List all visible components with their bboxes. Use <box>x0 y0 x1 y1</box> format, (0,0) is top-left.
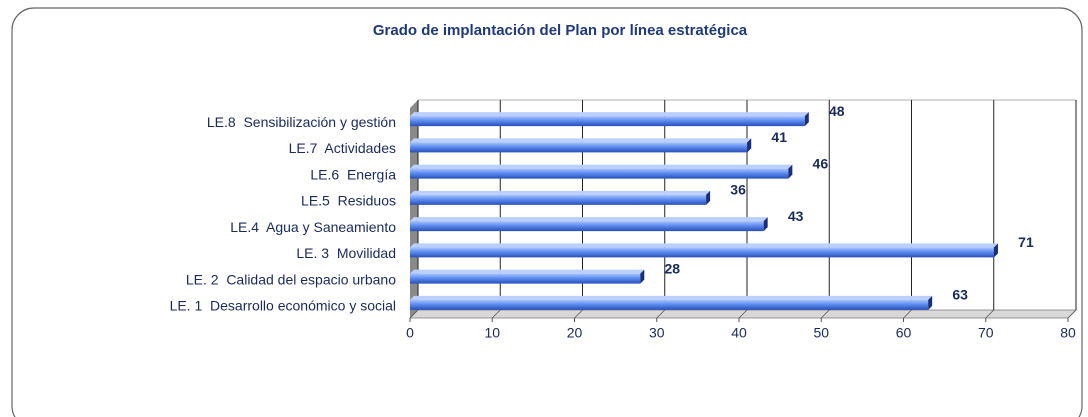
bar-end <box>928 295 933 310</box>
bar <box>410 168 789 179</box>
x-tick-label: 20 <box>567 325 583 341</box>
frame <box>11 7 1083 417</box>
x-tick-label: 10 <box>484 325 500 341</box>
x-tick-label: 0 <box>406 325 414 341</box>
bar-top <box>410 190 711 195</box>
floor-line <box>820 309 830 319</box>
y-tick-label: LE.7 Actividades <box>289 140 396 156</box>
value-label: 71 <box>1018 234 1034 250</box>
y-tick-label: LE.5 Residuos <box>301 193 396 209</box>
bar <box>410 142 748 153</box>
bar-end <box>788 164 793 179</box>
bar-top <box>410 217 768 222</box>
y-tick-label: LE. 1 Desarrollo económico y social <box>170 298 396 314</box>
bar <box>410 194 707 205</box>
x-tick-label: 60 <box>896 325 912 341</box>
bar-top <box>410 243 998 248</box>
bar-end <box>993 243 998 258</box>
bar-end <box>763 217 768 232</box>
floor-line <box>985 309 995 319</box>
bar-top <box>410 138 752 143</box>
value-label: 41 <box>771 129 787 145</box>
chart-title: Grado de implantación del Plan por línea… <box>373 22 748 39</box>
x-tick-label: 50 <box>813 325 829 341</box>
value-label: 48 <box>829 103 845 119</box>
y-tick-label: LE.8 Sensibilización y gestión <box>207 114 396 130</box>
y-tick-label: LE.6 Energía <box>310 166 396 182</box>
y-tick-label: LE.4 Agua y Saneamiento <box>230 219 396 235</box>
value-label: 46 <box>813 155 829 171</box>
x-tick-label: 70 <box>978 325 994 341</box>
bar <box>410 116 805 127</box>
bar <box>410 247 994 258</box>
y-tick-label: LE. 2 Calidad del espacio urbano <box>186 271 396 287</box>
value-label: 43 <box>788 208 804 224</box>
x-tick-label: 30 <box>649 325 665 341</box>
floor-line <box>656 309 666 319</box>
bar-top <box>410 269 645 274</box>
floor-line <box>738 309 748 319</box>
bar <box>410 299 929 310</box>
value-label: 28 <box>665 260 681 276</box>
bar-top <box>410 164 793 169</box>
bar-top <box>410 112 809 117</box>
bar-end <box>804 112 809 127</box>
x-tick-label: 40 <box>731 325 747 341</box>
floor-line <box>1067 309 1077 319</box>
bar-top <box>410 295 933 300</box>
floor-line <box>409 309 419 319</box>
side-wall <box>410 100 418 318</box>
bar-end <box>747 138 752 153</box>
floor-line <box>574 309 583 319</box>
floor-line <box>903 309 912 319</box>
value-label: 36 <box>730 182 746 198</box>
bar-end <box>640 269 645 284</box>
bar <box>410 273 641 284</box>
bar <box>410 221 764 232</box>
floor-line <box>491 309 501 319</box>
x-tick-label: 80 <box>1060 325 1076 341</box>
bar-end <box>706 190 711 205</box>
value-label: 63 <box>952 287 968 303</box>
y-tick-label: LE. 3 Movilidad <box>296 245 396 261</box>
